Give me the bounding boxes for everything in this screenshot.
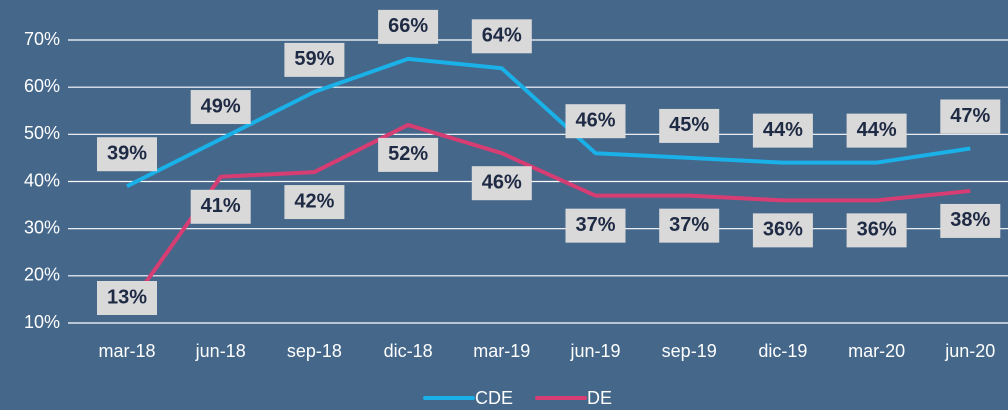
label-box — [846, 113, 907, 148]
x-tick-label: sep-18 — [287, 341, 342, 361]
x-tick-label: mar-20 — [848, 341, 905, 361]
data-label: 39% — [107, 142, 147, 164]
label-box — [97, 137, 157, 172]
data-label: 49% — [201, 95, 241, 117]
x-tick-label: dic-18 — [384, 341, 433, 361]
label-box — [97, 281, 157, 315]
data-label: 64% — [482, 25, 522, 47]
x-tick-label: jun-18 — [195, 341, 246, 361]
x-tick-label: mar-18 — [98, 341, 155, 361]
legend-label: DE — [587, 388, 612, 408]
data-label: 47% — [950, 105, 990, 127]
legend-label: CDE — [475, 388, 513, 408]
x-tick-label: jun-20 — [944, 341, 995, 361]
label-box — [846, 213, 907, 248]
label-box — [190, 90, 251, 125]
label-box — [190, 189, 251, 224]
series-line — [126, 56, 971, 189]
x-tick-label: dic-19 — [758, 341, 807, 361]
label-box — [565, 104, 626, 139]
data-label: 59% — [294, 48, 334, 70]
x-tick-label: mar-19 — [473, 341, 530, 361]
x-tick-label: jun-19 — [569, 341, 620, 361]
data-label: 46% — [575, 109, 615, 131]
label-box — [659, 108, 720, 143]
label-box — [284, 42, 345, 77]
label-box — [940, 203, 1001, 238]
data-label: 38% — [950, 209, 990, 231]
label-box — [752, 213, 813, 248]
y-tick-label: 30% — [24, 217, 60, 237]
y-tick-label: 10% — [24, 312, 60, 332]
series-line — [125, 122, 971, 311]
label-box — [659, 208, 720, 243]
y-tick-label: 60% — [24, 76, 60, 96]
data-label: 37% — [575, 214, 615, 236]
data-label: 46% — [482, 171, 522, 193]
x-tick-label: sep-19 — [662, 341, 717, 361]
label-box — [940, 99, 1001, 134]
label-box — [471, 19, 532, 54]
data-label: 44% — [763, 119, 803, 141]
label-box — [565, 208, 626, 243]
label-box — [284, 185, 345, 220]
label-box — [378, 9, 439, 44]
y-tick-label: 20% — [24, 265, 60, 285]
data-label: 36% — [857, 219, 897, 241]
label-box — [471, 166, 532, 201]
data-label: 42% — [294, 190, 334, 212]
data-label: 37% — [669, 214, 709, 236]
data-label: 41% — [201, 195, 241, 217]
data-label: 52% — [388, 143, 428, 165]
data-label: 36% — [763, 219, 803, 241]
data-label: 44% — [857, 119, 897, 141]
label-box — [378, 137, 439, 172]
data-label: 45% — [669, 114, 709, 136]
y-tick-label: 50% — [24, 123, 60, 143]
y-tick-label: 70% — [24, 29, 60, 49]
label-box — [752, 113, 813, 148]
data-label: 66% — [388, 15, 428, 37]
y-tick-label: 40% — [24, 170, 60, 190]
data-label: 13% — [107, 286, 147, 308]
